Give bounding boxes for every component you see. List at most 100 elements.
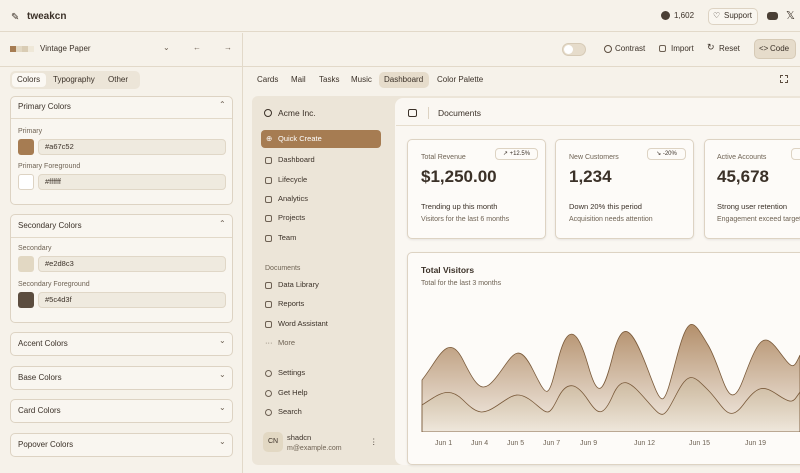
nav-item[interactable]: Get Help bbox=[278, 388, 308, 397]
section-title[interactable]: Primary Colors bbox=[18, 102, 71, 111]
chart-title: Total Visitors bbox=[421, 265, 475, 275]
top-bar bbox=[0, 0, 800, 32]
color-input[interactable]: #5c4d3f bbox=[38, 292, 226, 308]
company-icon bbox=[264, 109, 272, 117]
color-input[interactable]: #ffffff bbox=[38, 174, 226, 190]
nav-icon bbox=[265, 196, 272, 203]
fullscreen-icon[interactable] bbox=[780, 75, 788, 83]
nav-item[interactable]: Search bbox=[278, 407, 302, 416]
nav-icon bbox=[265, 177, 272, 184]
divider bbox=[428, 107, 429, 119]
color-swatch[interactable] bbox=[18, 174, 34, 190]
section-title[interactable]: Popover Colors bbox=[18, 440, 74, 449]
user-name[interactable]: shadcn bbox=[287, 433, 312, 442]
support-button[interactable] bbox=[708, 8, 758, 25]
color-swatch[interactable] bbox=[18, 256, 34, 272]
x-label: Jun 4 bbox=[471, 440, 489, 447]
card-note: Strong user retention bbox=[717, 202, 788, 211]
tab[interactable]: Tasks bbox=[319, 75, 340, 84]
tab[interactable]: Cards bbox=[257, 75, 279, 84]
tab[interactable]: Music bbox=[351, 75, 372, 84]
nav-item[interactable]: Data Library bbox=[278, 280, 319, 289]
section-title[interactable]: Accent Colors bbox=[18, 339, 68, 348]
chevron[interactable]: ⌃ bbox=[219, 100, 226, 109]
quick-create[interactable]: Quick Create bbox=[278, 134, 322, 143]
collapsed-section[interactable] bbox=[10, 399, 233, 423]
badge-icon: ↘ bbox=[656, 151, 663, 157]
area-chart bbox=[421, 323, 800, 432]
contrast-button[interactable]: Contrast bbox=[615, 44, 646, 53]
tab[interactable]: Mail bbox=[291, 75, 306, 84]
collapsed-section[interactable] bbox=[10, 366, 233, 390]
theme-select[interactable]: Vintage Paper bbox=[40, 44, 91, 53]
company[interactable]: Acme Inc. bbox=[278, 108, 316, 118]
stat-card bbox=[555, 139, 694, 239]
nav-icon bbox=[265, 409, 272, 416]
heart-icon: ♡ bbox=[713, 11, 721, 20]
card-value: 45,678 bbox=[717, 167, 769, 186]
divider bbox=[11, 118, 232, 119]
section-title[interactable]: Secondary Colors bbox=[18, 221, 82, 230]
code-button[interactable] bbox=[754, 39, 796, 59]
github-icon[interactable] bbox=[661, 11, 670, 20]
color-swatch[interactable] bbox=[18, 139, 34, 155]
nav-item[interactable]: Projects bbox=[278, 213, 306, 222]
color-input[interactable]: #e2d8c3 bbox=[38, 256, 226, 272]
nav-item[interactable]: Analytics bbox=[278, 194, 309, 203]
discord-icon[interactable] bbox=[767, 12, 778, 20]
nav-item[interactable]: Reports bbox=[278, 299, 305, 308]
collapsed-section[interactable] bbox=[10, 332, 233, 356]
nav-item[interactable]: Lifecycle bbox=[278, 175, 308, 184]
sidebar-toggle[interactable] bbox=[408, 109, 417, 117]
color-input[interactable]: #a67c52 bbox=[38, 139, 226, 155]
section-title[interactable]: Card Colors bbox=[18, 406, 61, 415]
badge-text: -20% bbox=[662, 151, 677, 157]
x-label: Jun 5 bbox=[507, 440, 525, 447]
color-swatch[interactable] bbox=[18, 292, 34, 308]
chevron[interactable]: ⌃ bbox=[219, 219, 226, 228]
toggle-knob bbox=[564, 45, 573, 54]
nav-icon bbox=[265, 370, 272, 377]
import-icon bbox=[659, 45, 666, 52]
nav-item[interactable]: Word Assistant bbox=[278, 319, 328, 328]
user-menu[interactable]: ⋮ bbox=[370, 437, 378, 446]
more-icon: ··· bbox=[265, 338, 273, 347]
tab[interactable]: Color Palette bbox=[437, 75, 484, 84]
badge bbox=[791, 148, 800, 160]
tab[interactable]: Other bbox=[108, 75, 129, 84]
tab[interactable]: Colors bbox=[17, 75, 41, 84]
x-label: Jun 7 bbox=[543, 440, 561, 447]
nav-item[interactable]: Dashboard bbox=[278, 155, 315, 164]
x-icon[interactable]: 𝕏 bbox=[786, 10, 795, 22]
tab[interactable]: Dashboard bbox=[384, 75, 424, 84]
github-stars[interactable]: 1,602 bbox=[674, 11, 695, 20]
card-title: Active Accounts bbox=[717, 154, 767, 161]
stat-card bbox=[704, 139, 800, 239]
reset-button[interactable]: Reset bbox=[719, 44, 740, 53]
nav-icon bbox=[265, 282, 272, 289]
plus-icon: ⊕ bbox=[266, 134, 273, 143]
user-email[interactable]: m@example.com bbox=[287, 445, 342, 452]
redo[interactable]: → bbox=[224, 43, 232, 52]
code-label[interactable]: Code bbox=[770, 44, 790, 53]
brand[interactable]: tweakcn bbox=[27, 11, 67, 22]
quick-create-button[interactable] bbox=[261, 130, 381, 148]
nav-item[interactable]: Team bbox=[278, 233, 297, 242]
nav-item[interactable]: More bbox=[278, 338, 296, 347]
swatch bbox=[16, 46, 22, 52]
logo-icon: ✎ bbox=[11, 12, 20, 23]
color-label: Primary Foreground bbox=[18, 163, 81, 170]
card-note: Trending up this month bbox=[421, 202, 498, 211]
undo[interactable]: ← bbox=[193, 43, 201, 52]
collapsed-section[interactable] bbox=[10, 433, 233, 457]
group-heading: Documents bbox=[265, 265, 301, 272]
nav-item[interactable]: Settings bbox=[278, 368, 306, 377]
tab[interactable]: Typography bbox=[53, 75, 95, 84]
nav-icon bbox=[265, 321, 272, 328]
import-button[interactable]: Import bbox=[671, 44, 694, 53]
badge-text: +12.5% bbox=[509, 151, 531, 157]
divider bbox=[396, 125, 800, 126]
support-label[interactable]: Support bbox=[724, 11, 753, 20]
chevron[interactable]: ⌄ bbox=[163, 43, 170, 52]
section-title[interactable]: Base Colors bbox=[18, 373, 62, 382]
